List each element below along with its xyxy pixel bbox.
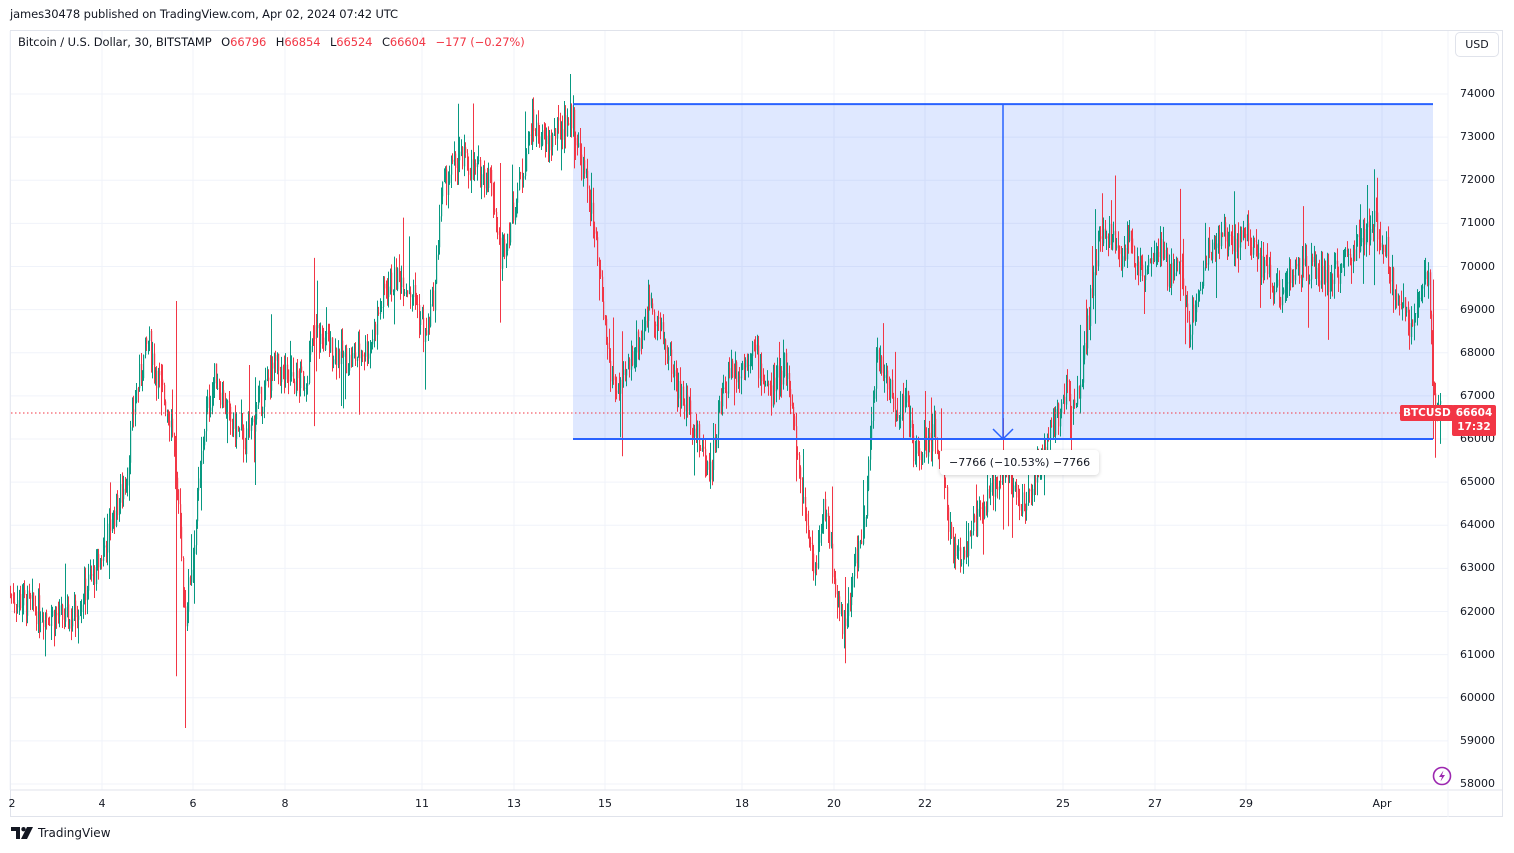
open-value: 66796 <box>230 35 267 49</box>
close-label: C <box>381 35 390 49</box>
last-price-badge: 66604 17:32 <box>1452 405 1496 436</box>
chart-frame[interactable] <box>10 30 1503 817</box>
price-tick-label: 70000 <box>1460 259 1495 273</box>
time-tick-label: 18 <box>735 797 749 810</box>
price-tick-label: 73000 <box>1460 130 1495 144</box>
high-label: H <box>275 35 285 49</box>
last-price-value: 66604 <box>1455 407 1493 419</box>
high-value: 66854 <box>284 35 321 49</box>
price-tick-label: 72000 <box>1460 173 1495 187</box>
time-tick-label: 20 <box>827 797 841 810</box>
last-price-symbol-badge: BTCUSD <box>1400 405 1454 421</box>
currency-button[interactable]: USD <box>1455 32 1499 57</box>
symbol-legend: Bitcoin / U.S. Dollar, 30, BITSTAMP O667… <box>18 35 525 49</box>
price-tick-label: 67000 <box>1460 388 1495 402</box>
time-tick-label: 2 <box>8 797 16 810</box>
tradingview-wordmark: TradingView <box>38 826 111 840</box>
price-tick-label: 74000 <box>1460 87 1495 100</box>
bar-countdown: 17:32 <box>1457 421 1491 433</box>
price-tick-label: 60000 <box>1460 690 1495 704</box>
time-tick-label: 8 <box>281 797 289 810</box>
published-by-line: james30478 published on TradingView.com,… <box>10 7 398 21</box>
time-tick-label: 6 <box>189 797 197 810</box>
tradingview-logo-icon <box>11 827 33 839</box>
time-tick-label: 29 <box>1239 797 1253 810</box>
footer-brand[interactable]: TradingView <box>11 826 111 840</box>
price-tick-label: 71000 <box>1460 216 1495 230</box>
price-tick-label: 69000 <box>1460 302 1495 316</box>
price-tick-label: 61000 <box>1460 647 1495 661</box>
open-label: O <box>221 35 231 49</box>
time-tick-label: 4 <box>98 797 106 810</box>
price-tick-label: 59000 <box>1460 733 1495 747</box>
time-tick-label: 22 <box>918 797 932 810</box>
symbol-title: Bitcoin / U.S. Dollar, 30, BITSTAMP <box>18 35 212 49</box>
time-tick-label: Apr <box>1372 797 1392 810</box>
time-tick-label: 13 <box>507 797 521 810</box>
low-label: L <box>329 35 337 49</box>
price-tick-label: 63000 <box>1460 561 1495 575</box>
time-tick-label: 27 <box>1148 797 1162 810</box>
time-tick-label: 25 <box>1056 797 1070 810</box>
change-value: −177 (−0.27%) <box>435 35 525 49</box>
lightning-icon[interactable] <box>1432 766 1452 786</box>
price-tick-label: 68000 <box>1460 345 1495 359</box>
price-tick-label: 64000 <box>1460 518 1495 532</box>
time-tick-label: 15 <box>598 797 612 810</box>
time-tick-label: 11 <box>415 797 429 810</box>
price-tick-label: 62000 <box>1460 604 1495 618</box>
low-value: 66524 <box>336 35 373 49</box>
price-tick-label: 58000 <box>1460 777 1495 790</box>
measure-label: −7766 (−10.53%) −7766 <box>940 450 1100 475</box>
price-tick-label: 65000 <box>1460 475 1495 489</box>
close-value: 66604 <box>389 35 426 49</box>
